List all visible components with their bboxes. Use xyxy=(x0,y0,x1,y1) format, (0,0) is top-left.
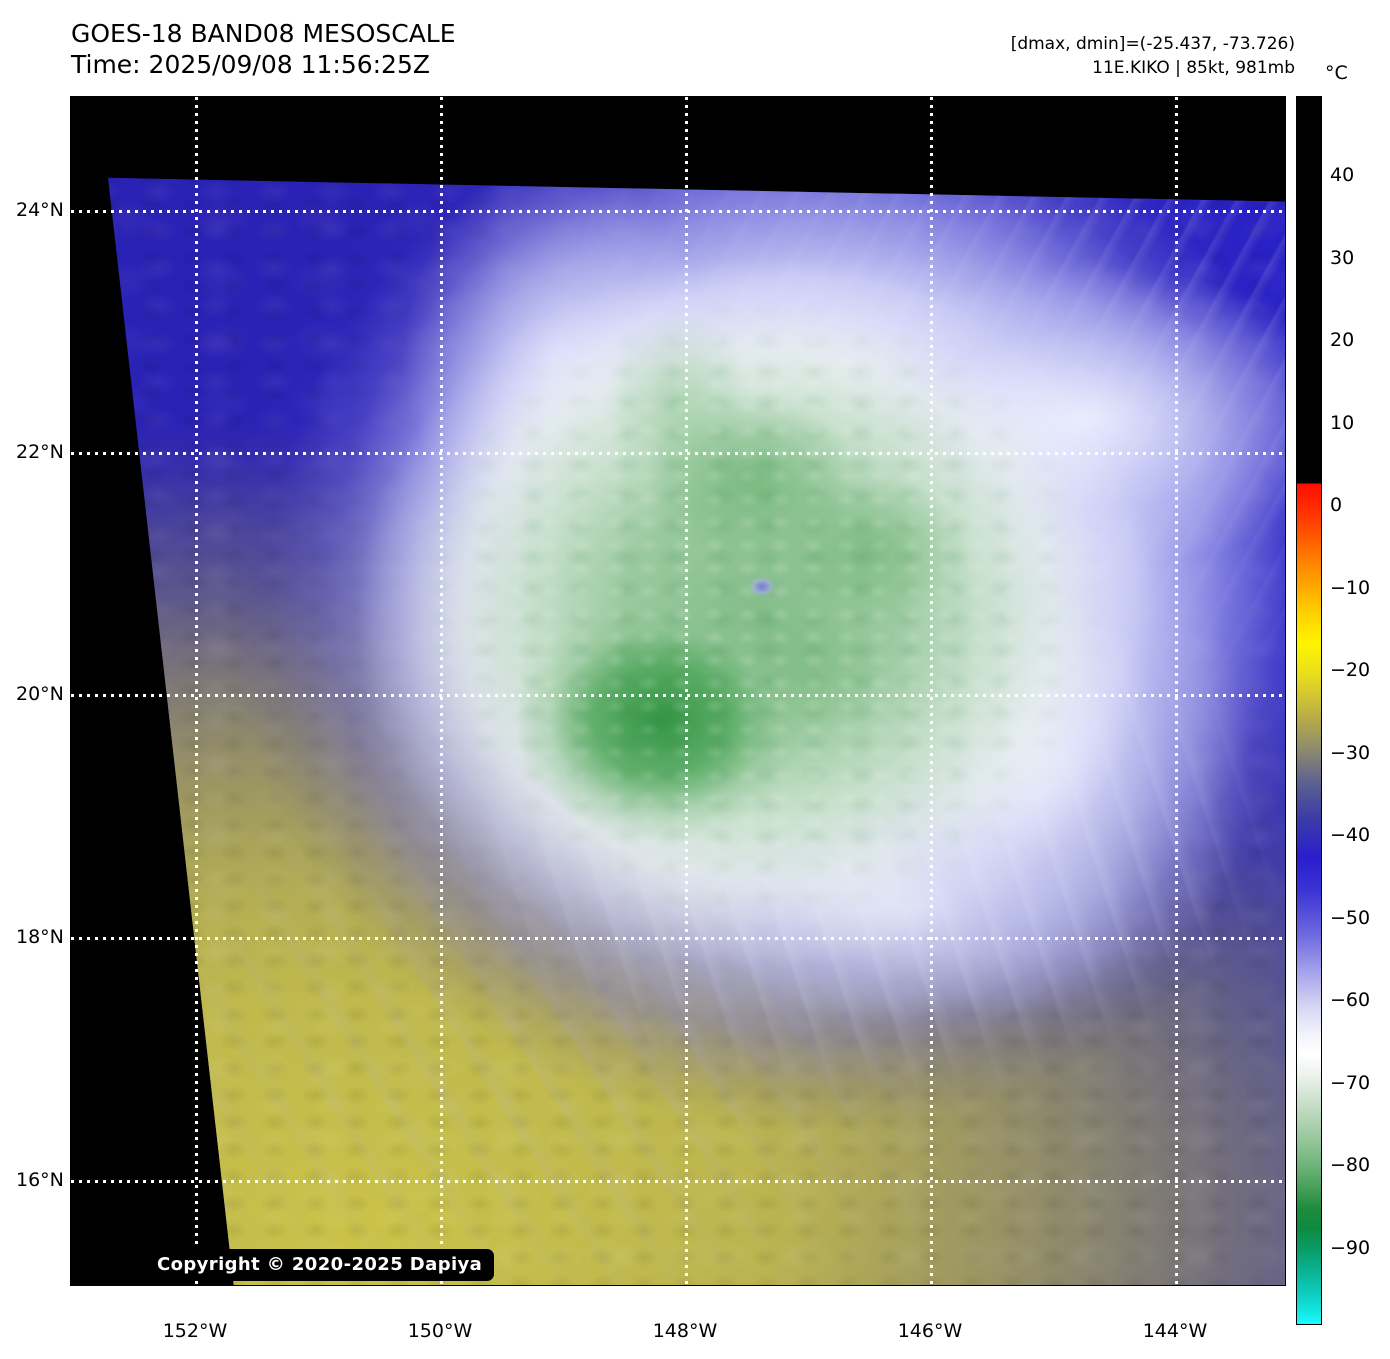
colorbar-tick-30: 30 xyxy=(1330,247,1355,269)
satellite-image-plot[interactable]: Copyright © 2020-2025 Dapiya xyxy=(70,96,1286,1286)
ytick-label-16N: 16°N xyxy=(16,1169,64,1191)
xtick-label-150W: 150°W xyxy=(407,1320,473,1342)
xtick-label-144W: 144°W xyxy=(1142,1320,1208,1342)
colorbar-tick-m20: −20 xyxy=(1330,659,1371,681)
annotation-storm-info: 11E.KIKO | 85kt, 981mb xyxy=(1092,58,1295,78)
colorbar-tick-m30: −30 xyxy=(1330,742,1371,764)
xtick-label-146W: 146°W xyxy=(897,1320,963,1342)
xtick-label-152W: 152°W xyxy=(162,1320,228,1342)
colorbar-tick-40: 40 xyxy=(1330,164,1355,186)
colorbar-unit-label: °C xyxy=(1325,62,1348,84)
colorbar-tick-10: 10 xyxy=(1330,412,1355,434)
storm-eye-marker xyxy=(748,575,777,598)
colorbar-tick-20: 20 xyxy=(1330,329,1355,351)
ytick-label-22N: 22°N xyxy=(16,441,64,463)
ytick-label-18N: 18°N xyxy=(16,926,64,948)
colorbar-tick-m90: −90 xyxy=(1330,1237,1371,1259)
colorbar-tick-m40: −40 xyxy=(1330,824,1371,846)
colorbar-tick-m10: −10 xyxy=(1330,577,1371,599)
colorbar-tick-m80: −80 xyxy=(1330,1154,1371,1176)
annotation-block: [dmax, dmin]=(-25.437, -73.726) 11E.KIKO… xyxy=(1011,32,1295,80)
ytick-label-20N: 20°N xyxy=(16,683,64,705)
copyright-watermark: Copyright © 2020-2025 Dapiya xyxy=(145,1249,495,1281)
title-line-time: Time: 2025/09/08 11:56:25Z xyxy=(71,50,430,79)
annotation-dmax-dmin: [dmax, dmin]=(-25.437, -73.726) xyxy=(1010,34,1295,54)
title-line-product: GOES-18 BAND08 MESOSCALE xyxy=(71,19,456,48)
colorbar-tick-m70: −70 xyxy=(1330,1072,1371,1094)
coldest-cloud-tops xyxy=(108,177,1285,1285)
colorbar-tick-m60: −60 xyxy=(1330,989,1371,1011)
convective-texture xyxy=(108,177,1285,1285)
colorbar[interactable] xyxy=(1296,96,1322,1325)
colorbar-tick-m50: −50 xyxy=(1330,907,1371,929)
xtick-label-148W: 148°W xyxy=(652,1320,718,1342)
page-title: GOES-18 BAND08 MESOSCALE Time: 2025/09/0… xyxy=(71,18,456,80)
satellite-swath xyxy=(108,177,1285,1285)
ytick-label-24N: 24°N xyxy=(16,199,64,221)
colorbar-tick-0: 0 xyxy=(1330,494,1343,516)
